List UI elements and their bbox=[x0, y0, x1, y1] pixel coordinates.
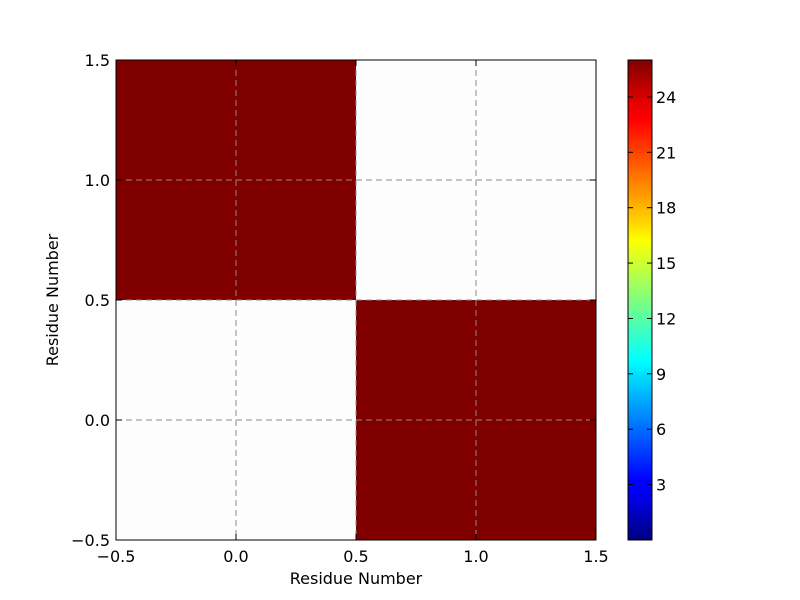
colorbar-tick-label: 15 bbox=[656, 254, 676, 273]
colorbar-tick-label: 9 bbox=[656, 365, 666, 384]
colorbar-tick-label: 18 bbox=[656, 199, 676, 218]
colorbar-tick-label: 3 bbox=[656, 476, 666, 495]
x-tick-label: 0.5 bbox=[343, 547, 368, 566]
y-tick-label: 1.5 bbox=[85, 51, 110, 70]
colorbar-tick-label: 24 bbox=[656, 88, 676, 107]
colorbar: 3 6 9 12 15 18 21 24 bbox=[627, 59, 676, 541]
axis-ticks bbox=[115, 59, 597, 541]
colorbar-tick-label: 21 bbox=[656, 143, 676, 162]
x-tick-label: 1.5 bbox=[583, 547, 608, 566]
x-tick-label: 1.0 bbox=[463, 547, 488, 566]
y-tick-label: 0.0 bbox=[85, 411, 110, 430]
x-tick-label: −0.5 bbox=[97, 547, 136, 566]
x-tick-label: 0.0 bbox=[223, 547, 248, 566]
y-tick-label: 1.0 bbox=[85, 171, 110, 190]
y-tick-label: −0.5 bbox=[71, 531, 110, 550]
x-axis-label: Residue Number bbox=[290, 569, 423, 588]
y-tick-label: 0.5 bbox=[85, 291, 110, 310]
y-axis-label: Residue Number bbox=[43, 233, 62, 366]
axis-tick-labels: −0.5 0.0 0.5 1.0 1.5 −0.5 0.0 0.5 1.0 1.5 bbox=[71, 51, 609, 566]
colorbar-tick-label: 12 bbox=[656, 309, 676, 328]
colorbar-gradient bbox=[627, 59, 653, 541]
colorbar-tick-label: 6 bbox=[656, 420, 666, 439]
